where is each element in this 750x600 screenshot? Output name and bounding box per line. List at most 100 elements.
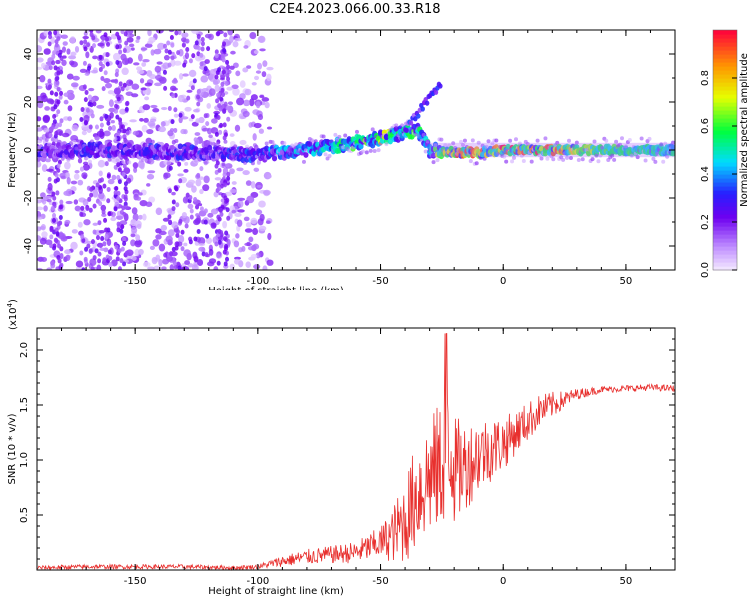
heatmap-cell [77, 143, 83, 150]
heatmap-cell [40, 224, 46, 231]
heatmap-cell [174, 245, 179, 251]
heatmap-cell [223, 32, 228, 38]
heatmap-cell [130, 233, 136, 238]
colorbar-segment [713, 138, 737, 143]
heatmap-cell [246, 65, 252, 69]
heatmap-cell [199, 61, 204, 67]
heatmap-cell [104, 113, 109, 119]
heatmap-cell [54, 91, 59, 97]
heatmap-cell [81, 130, 87, 136]
heatmap-cell [54, 130, 59, 136]
heatmap-cell [158, 258, 163, 267]
heatmap-cell [74, 45, 80, 53]
heatmap-cell [46, 199, 52, 203]
heatmap-cell [214, 53, 219, 59]
heatmap-cell [113, 206, 118, 212]
heatmap-cell [266, 174, 272, 179]
heatmap-cell [102, 241, 107, 247]
colorbar-segment [713, 238, 737, 243]
heatmap-cell [372, 149, 377, 154]
heatmap-cell [223, 101, 228, 107]
heatmap-cell [66, 48, 71, 55]
heatmap-cell [191, 30, 200, 34]
heatmap-cell [59, 118, 64, 124]
heatmap-cell [253, 122, 262, 129]
heatmap-cell [204, 252, 209, 258]
heatmap-cell [37, 45, 43, 53]
colorbar-segment [713, 110, 737, 115]
heatmap-cell [136, 223, 142, 230]
heatmap-cell [199, 166, 204, 172]
heatmap-cell [193, 197, 198, 203]
heatmap-cell [72, 139, 77, 144]
heatmap-cell [333, 132, 338, 137]
heatmap-cell [167, 49, 172, 55]
heatmap-cell [198, 243, 206, 247]
heatmap-cell [97, 42, 105, 47]
heatmap-cell [257, 218, 264, 226]
heatmap-cell [94, 124, 99, 130]
heatmap-cell [89, 30, 94, 33]
heatmap-cell [172, 260, 177, 266]
heatmap-cell [88, 248, 93, 254]
heatmap-cell [103, 130, 111, 137]
heatmap-cell [121, 67, 129, 76]
heatmap-cell [99, 177, 104, 183]
heatmap-cell [72, 75, 80, 81]
heatmap-cell [77, 158, 83, 164]
heatmap-cell [210, 222, 217, 229]
heatmap-cell [128, 43, 135, 48]
heatmap-cell [256, 161, 261, 166]
heatmap-cell [114, 186, 119, 192]
heatmap-cell [164, 143, 169, 148]
heatmap-cell [96, 104, 105, 109]
heatmap-cell [253, 167, 260, 172]
heatmap-cell [252, 143, 257, 148]
y-axis-label: SNR (10 * v/v) [7, 413, 18, 484]
heatmap-cell [103, 70, 108, 76]
heatmap-cell [144, 96, 150, 101]
heatmap-cell [131, 93, 139, 98]
heatmap-cell [44, 137, 49, 142]
heatmap-cell [329, 139, 334, 144]
heatmap-cell [144, 43, 153, 48]
heatmap-cell [169, 34, 174, 40]
heatmap-cell [259, 48, 266, 52]
heatmap-cell [89, 186, 94, 192]
heatmap-cell [169, 251, 174, 257]
heatmap-cell [101, 36, 106, 42]
heatmap-cell [50, 206, 55, 212]
heatmap-cell [41, 231, 48, 238]
heatmap-cell [182, 196, 189, 204]
colorbar-segment [713, 78, 737, 83]
heatmap-cell [81, 237, 86, 243]
heatmap-cell [223, 182, 228, 188]
heatmap-cell [222, 122, 227, 128]
heatmap-cell [121, 171, 126, 177]
heatmap-cell [184, 52, 190, 60]
heatmap-cell [106, 173, 111, 179]
heatmap-cell [43, 48, 51, 55]
colorbar-segment [713, 94, 737, 99]
heatmap-cell [266, 66, 274, 71]
heatmap-cell [117, 248, 122, 254]
heatmap-cell [384, 142, 389, 147]
heatmap-cell [90, 69, 99, 74]
colorbar-segment [713, 82, 737, 87]
heatmap-cell [204, 59, 210, 64]
heatmap-cell [160, 121, 166, 127]
colorbar-tick-label: 0.2 [700, 214, 711, 230]
heatmap-cell [85, 206, 90, 212]
heatmap-cell [170, 55, 175, 61]
heatmap-cell [119, 258, 124, 264]
heatmap-cell [94, 135, 100, 141]
heatmap-cell [364, 150, 369, 155]
colorbar-segment [713, 262, 737, 267]
heatmap-cell [47, 61, 52, 67]
heatmap-cell [169, 128, 175, 132]
heatmap-cell [217, 186, 222, 192]
heatmap-cell [101, 213, 107, 218]
heatmap-cell [111, 124, 116, 132]
heatmap-cell [149, 73, 157, 80]
heatmap-cell [262, 265, 268, 270]
